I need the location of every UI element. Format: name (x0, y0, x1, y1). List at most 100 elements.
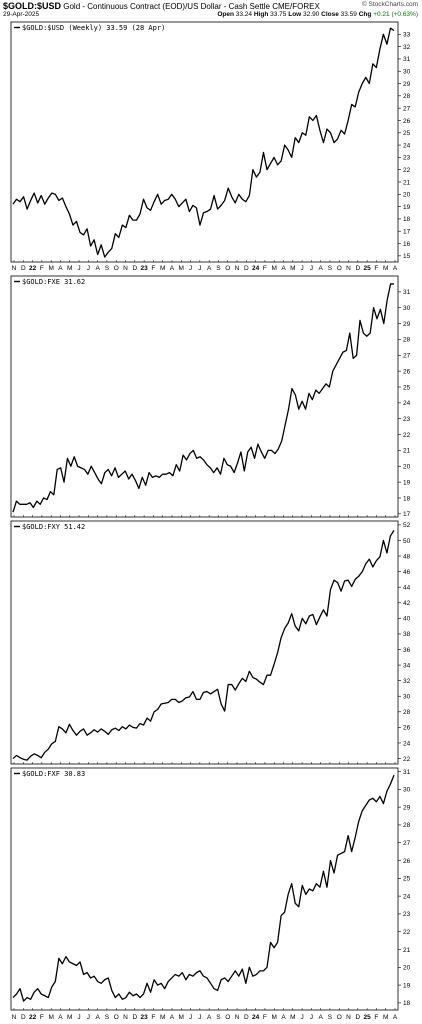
x-axis-label: F (151, 265, 155, 272)
y-tick-label: 36 (403, 647, 411, 654)
x-axis-label: A (58, 1014, 63, 1021)
y-tick-label: 26 (403, 118, 411, 125)
y-tick-label: 20 (403, 192, 411, 199)
x-axis-label: F (151, 1014, 155, 1021)
y-tick-label: 44 (403, 585, 411, 592)
y-tick-label: 29 (403, 321, 411, 328)
y-tick-label: 19 (403, 479, 411, 486)
low-value: 32.90 (303, 11, 320, 18)
chart-panel-2: 17 18 19 20 21 22 23 24 25 26 27 28 29 30 31 $GOLD:FXE … (10, 275, 411, 518)
x-axis-label: M (160, 265, 165, 272)
y-tick-label: 52 (403, 522, 411, 529)
price-line-series (12, 774, 395, 1002)
y-tick-label: 20 (403, 464, 411, 471)
plot-frame (10, 767, 399, 1011)
x-axis-label: J (77, 1014, 80, 1021)
y-tick-label: 30 (403, 787, 411, 794)
plot-frame (10, 21, 399, 263)
x-axis-label: M (67, 265, 72, 272)
x-axis-label: O (114, 265, 119, 272)
y-tick-label: 46 (403, 569, 411, 576)
y-tick-label: 30 (403, 69, 411, 76)
x-axis-label: O (114, 1014, 119, 1021)
y-tick-label: 25 (403, 130, 411, 137)
x-axis-label: A (318, 265, 323, 272)
x-axis-label: S (216, 1014, 221, 1021)
y-tick-label: 22 (403, 432, 411, 439)
x-axis-label: J (189, 1014, 192, 1021)
high-value: 33.75 (270, 11, 287, 18)
series-legend-label: $GOLD:FXE 31.62 (22, 278, 85, 286)
x-axis-label: F (40, 1014, 44, 1021)
price-line-series (12, 27, 395, 258)
y-tick-label: 28 (403, 93, 411, 100)
y-tick-label: 30 (403, 694, 411, 701)
x-axis-label: N (12, 1014, 17, 1021)
x-axis-label: 24 (252, 1014, 260, 1021)
x-axis-label: F (40, 265, 44, 272)
y-tick-label: 27 (403, 353, 411, 360)
x-axis-label: 25 (364, 1014, 372, 1021)
x-axis-label: A (207, 265, 212, 272)
x-axis-label: M (383, 1014, 388, 1021)
y-tick-label: 22 (403, 929, 411, 936)
x-axis-label: A (170, 1014, 175, 1021)
x-axis-label: 23 (140, 1014, 148, 1021)
chart-header: $GOLD:$USD Gold - Continuous Contract (E… (0, 0, 422, 22)
y-tick-label: 21 (403, 179, 411, 186)
chg-label: Chg (358, 11, 372, 18)
x-axis-label: A (95, 265, 100, 272)
y-tick-label: 42 (403, 600, 411, 607)
series-legend-label: $GOLD:FXF 30.83 (22, 770, 85, 778)
price-line-series (12, 529, 395, 761)
open-label: Open (217, 11, 234, 18)
x-axis-label: J (87, 1014, 90, 1021)
x-axis-label: F (374, 1014, 378, 1021)
y-tick-label: 34 (403, 662, 411, 669)
x-axis-label: A (95, 1014, 100, 1021)
chart-panel-4: 18 19 20 21 22 23 24 25 26 27 28 29 30 31 $GOLD:FXF 30… (10, 767, 411, 1011)
y-tick-label: 40 (403, 616, 411, 623)
x-axis-label: O (225, 265, 230, 272)
x-axis-label: S (328, 1014, 333, 1021)
chart-panel-1: 15 16 17 18 19 20 21 22 23 24 25 26 27 28 29 30 31 32 33 $G… (10, 21, 411, 263)
y-tick-label: 50 (403, 538, 411, 545)
x-axis-label: S (105, 265, 110, 272)
y-tick-label: 31 (403, 56, 411, 63)
y-tick-label: 20 (403, 965, 411, 972)
y-tick-label: 25 (403, 384, 411, 391)
x-axis-label: M (290, 1014, 295, 1021)
stockcharts-brand[interactable]: © StockCharts.com (361, 1, 418, 8)
x-axis-label: M (160, 1014, 165, 1021)
x-axis-label: D (244, 265, 249, 272)
x-axis-label: N (235, 1014, 240, 1021)
description: Gold - Continuous Contract (EOD)/US Doll… (63, 2, 270, 11)
y-tick-label: 23 (403, 155, 411, 162)
y-tick-label: 28 (403, 709, 411, 716)
x-axis-label: F (374, 265, 378, 272)
x-axis-label: N (123, 265, 128, 272)
y-tick-label: 23 (403, 416, 411, 423)
exchange: CME/FOREX (272, 2, 320, 11)
y-tick-label: 22 (403, 167, 411, 174)
low-label: Low (288, 11, 302, 18)
quote-summary: Open 33.24 High 33.75 Low 32.90 Close 33… (217, 11, 418, 18)
x-axis-label: M (67, 1014, 72, 1021)
x-axis-label: J (198, 1014, 201, 1021)
plot-frame (10, 275, 399, 518)
y-tick-label: 17 (403, 229, 411, 236)
y-tick-label: 26 (403, 725, 411, 732)
y-tick-label: 19 (403, 204, 411, 211)
y-tick-label: 18 (403, 216, 411, 223)
y-tick-label: 28 (403, 337, 411, 344)
x-axis-label: M (271, 1014, 276, 1021)
x-axis-label: D (244, 1014, 249, 1021)
x-axis-label: J (300, 265, 303, 272)
y-tick-label: 18 (403, 495, 411, 502)
x-axis-label: M (179, 265, 184, 272)
close-value: 33.59 (340, 11, 357, 18)
y-tick-label: 48 (403, 553, 411, 560)
chart-title: $GOLD:$USD Gold - Continuous Contract (E… (3, 1, 320, 11)
x-axis-label: D (21, 265, 26, 272)
